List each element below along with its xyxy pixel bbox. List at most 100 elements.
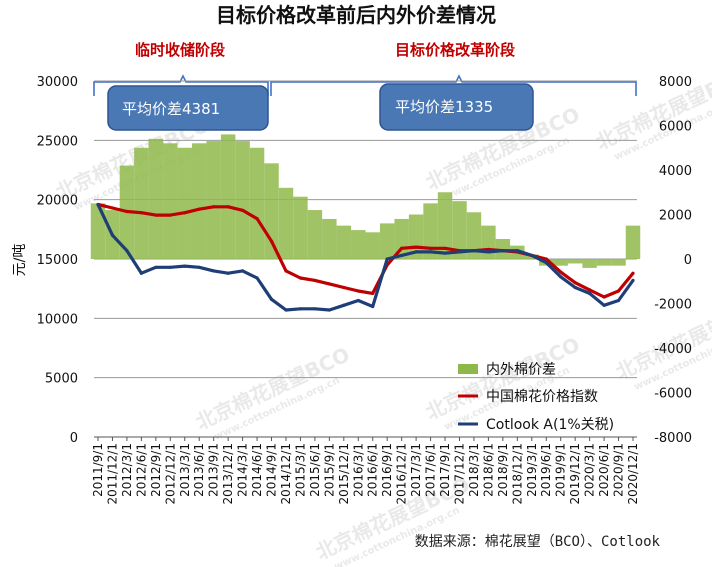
x-tick-label: 2013/9/1 — [207, 443, 221, 497]
china-index-point — [588, 288, 592, 292]
right-tick-label: -4000 — [654, 342, 692, 357]
phase-brace-reform — [270, 74, 637, 96]
cotlook-point — [385, 257, 389, 261]
china-index-point — [400, 246, 404, 250]
china-index-point — [342, 285, 346, 290]
left-tick-label: 0 — [70, 431, 78, 446]
cotlook-point — [631, 278, 635, 282]
china-index-point — [616, 289, 621, 293]
legend-label-china-index: 中国棉花价格指数 — [486, 388, 598, 405]
right-tick-label: 4000 — [659, 164, 692, 179]
gap-bar — [336, 225, 352, 259]
gap-bar — [423, 203, 438, 259]
x-tick-label: 2018/3/1 — [467, 443, 481, 497]
cotlook-point — [457, 250, 462, 254]
right-tick-label: -6000 — [654, 387, 692, 402]
gap-bar — [582, 259, 597, 268]
china-index-point — [414, 245, 418, 249]
gap-bar — [481, 225, 496, 259]
right-tick-label: 6000 — [659, 120, 692, 135]
x-tick-label: 2016/12/1 — [395, 443, 409, 505]
x-tick-label: 2020/9/1 — [612, 443, 626, 497]
x-tick-label: 2020/12/1 — [626, 443, 640, 505]
china-index-point — [573, 281, 577, 285]
x-tick-label: 2020/6/1 — [597, 443, 611, 497]
china-index-point — [255, 217, 259, 221]
china-index-point — [154, 213, 158, 217]
cotlook-point — [530, 253, 534, 258]
china-index-point — [313, 278, 317, 282]
cotlook-line — [96, 203, 635, 312]
cotlook-point — [515, 249, 519, 253]
cotlook-point — [616, 298, 621, 303]
right-tick-label: 8000 — [659, 75, 692, 90]
x-tick-label: 2013/3/1 — [178, 443, 192, 497]
china-index-point — [631, 271, 635, 275]
x-tick-label: 2014/6/1 — [250, 443, 264, 497]
china-index-point — [212, 205, 216, 209]
cotlook-point — [284, 308, 288, 312]
cotlook-point — [588, 291, 592, 296]
avg-box-storage-text: 平均价差4381 — [122, 100, 220, 118]
x-tick-label: 2012/12/1 — [163, 443, 177, 505]
gap-bar — [235, 141, 250, 259]
china-index-point — [356, 289, 360, 293]
cotlook-point — [472, 249, 476, 253]
gap-bar — [625, 225, 641, 259]
x-tick-label: 2019/6/1 — [539, 443, 553, 497]
x-tick-label: 2017/6/1 — [424, 443, 438, 497]
gap-bar — [206, 141, 221, 259]
cotlook-point — [212, 269, 216, 273]
china-index-point — [602, 295, 606, 299]
x-tick-label: 2017/9/1 — [438, 443, 452, 497]
cotlook-point — [327, 308, 331, 312]
avg-box-storage: 平均价差4381 — [107, 85, 269, 131]
china-index-point — [298, 276, 303, 280]
china-index-point — [240, 208, 245, 212]
china-index-point — [110, 206, 115, 210]
gap-bar — [351, 230, 366, 259]
cotlook-point — [371, 304, 375, 309]
gap-bar — [163, 143, 178, 259]
x-tick-label: 2012/3/1 — [120, 443, 134, 497]
gap-bar — [307, 210, 323, 259]
gap-bar — [452, 201, 467, 259]
x-axis-ticks: 2011/9/1 2011/12/1 2012/3/1 2012/6/1 2012/9/… — [91, 437, 640, 505]
left-tick-label: 30000 — [37, 75, 78, 90]
chart-title: 目标价格改革前后内外价差情况 — [216, 3, 496, 27]
phase-label-reform: 目标价格改革阶段 — [395, 41, 515, 59]
gap-bar — [322, 218, 337, 259]
right-tick-label: -2000 — [654, 298, 692, 313]
cotlook-point — [559, 275, 563, 279]
china-index-point — [168, 213, 172, 217]
right-axis-ticks: -8000 -6000 -4000 -2000 0 2000 4000 6000 8000 — [654, 75, 692, 446]
avg-box-reform-text: 平均价差1335 — [395, 98, 493, 116]
china-index-point — [327, 282, 331, 286]
x-tick-label: 2017/3/1 — [409, 443, 423, 497]
gap-bar — [148, 138, 164, 259]
china-index-point — [139, 211, 143, 215]
x-tick-label: 2014/9/1 — [265, 443, 279, 497]
x-tick-label: 2020/3/1 — [583, 443, 597, 497]
right-tick-label: 0 — [684, 253, 692, 268]
x-tick-label: 2018/6/1 — [481, 443, 495, 497]
phase-brace-storage — [93, 74, 269, 96]
cotlook-point — [356, 298, 360, 303]
x-tick-label: 2012/6/1 — [134, 443, 148, 497]
avg-box-reform: 平均价差1335 — [379, 83, 534, 131]
x-tick-label: 2014/3/1 — [236, 443, 250, 497]
cotlook-point — [110, 233, 115, 237]
china-index-point — [197, 207, 201, 211]
cotlook-point — [240, 269, 245, 273]
cotlook-point — [313, 307, 317, 311]
china-index-point — [559, 270, 563, 274]
china-index-point — [226, 205, 230, 209]
gap-bar — [278, 187, 294, 259]
china-index-point — [443, 246, 447, 250]
cotlook-point — [125, 249, 129, 253]
x-tick-label: 2016/3/1 — [351, 443, 365, 497]
legend-label-gap: 内外棉价差 — [486, 361, 556, 378]
gap-bar — [191, 143, 207, 259]
x-tick-label: 2015/3/1 — [293, 443, 307, 497]
